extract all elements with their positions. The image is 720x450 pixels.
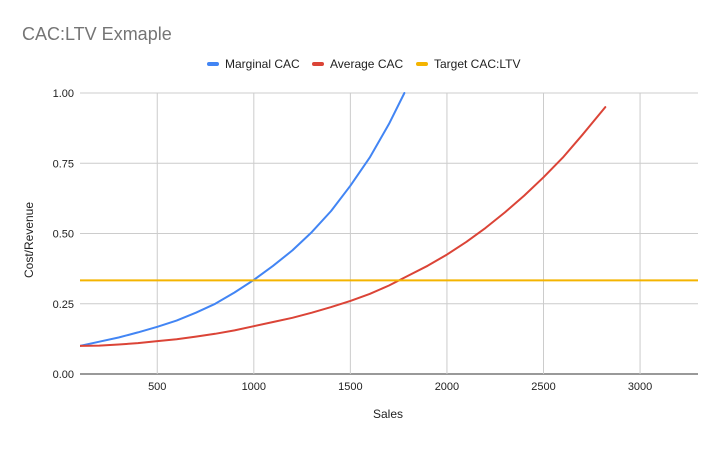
series-line-marginal-cac xyxy=(80,92,406,347)
tick-labels: 0.00 0.25 0.50 0.75 1.00 500 1000 1500 2000 2500 3… xyxy=(53,88,653,393)
x-tick-label: 2500 xyxy=(531,381,555,393)
legend-swatch-average-cac xyxy=(312,62,324,66)
x-tick-label: 3000 xyxy=(628,381,652,393)
x-tick-label: 500 xyxy=(148,381,166,393)
y-tick-label: 0.00 xyxy=(53,369,74,381)
y-tick-label: 0.50 xyxy=(53,229,74,241)
x-axis-title: Sales xyxy=(373,407,403,421)
legend-label-average-cac: Average CAC xyxy=(330,57,403,71)
legend-label-target-cac-ltv: Target CAC:LTV xyxy=(434,57,520,71)
legend-swatch-marginal-cac xyxy=(207,62,219,66)
legend: Marginal CAC Average CAC Target CAC:LTV xyxy=(207,57,520,71)
y-tick-label: 0.75 xyxy=(53,158,74,170)
x-tick-label: 1500 xyxy=(338,381,362,393)
series-group xyxy=(80,92,698,347)
y-axis-title: Cost/Revenue xyxy=(22,202,36,278)
grid xyxy=(80,92,698,375)
y-tick-label: 1.00 xyxy=(53,88,74,100)
x-tick-label: 1000 xyxy=(242,381,266,393)
chart-title: CAC:LTV Exmaple xyxy=(22,24,172,44)
legend-label-marginal-cac: Marginal CAC xyxy=(225,57,300,71)
y-tick-label: 0.25 xyxy=(53,299,74,311)
series-line-average-cac xyxy=(80,106,607,347)
legend-swatch-target-cac-ltv xyxy=(416,62,428,66)
x-tick-label: 2000 xyxy=(435,381,459,393)
